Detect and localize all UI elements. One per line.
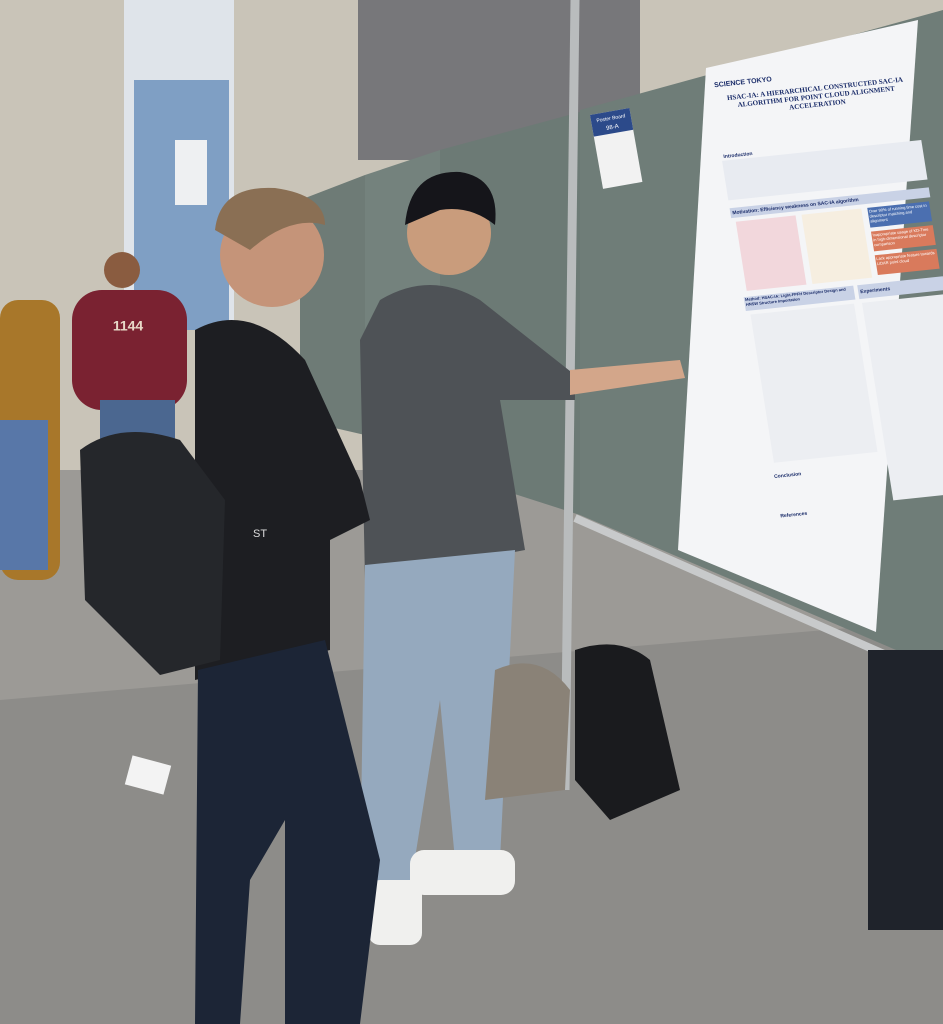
hair [215, 187, 325, 250]
sign-number: 98-A [606, 124, 620, 132]
section-heading: References [780, 511, 808, 520]
poster-content: SCIENCE TOKYO HSAC-IA: A HIERARCHICAL CO… [714, 76, 943, 520]
paper-on-floor [124, 755, 172, 795]
dark-jeans [195, 640, 380, 1024]
shirt-print: 1144 [113, 318, 144, 334]
section-heading: Conclusion [774, 471, 802, 480]
person-jeans [0, 420, 48, 570]
person-maroon-shirt [72, 290, 187, 410]
jacket-logo: ST [253, 528, 267, 540]
backpack [80, 432, 225, 675]
head [104, 252, 140, 288]
section-heading: Experiments [860, 286, 891, 295]
sign-title: Poster Board [596, 113, 626, 124]
shoe [410, 850, 515, 895]
person-edge [868, 650, 943, 930]
striped-shirt [360, 285, 575, 580]
arm [570, 360, 685, 395]
black-jacket [195, 320, 370, 680]
hair [405, 171, 496, 225]
shoe [368, 880, 422, 945]
board-sign: Poster Board 98-A [590, 108, 643, 189]
jeans [360, 550, 515, 890]
section-heading: Introduction [723, 151, 753, 160]
building-window [175, 140, 207, 205]
black-backpack [575, 644, 680, 820]
grey-backpack [485, 663, 570, 800]
